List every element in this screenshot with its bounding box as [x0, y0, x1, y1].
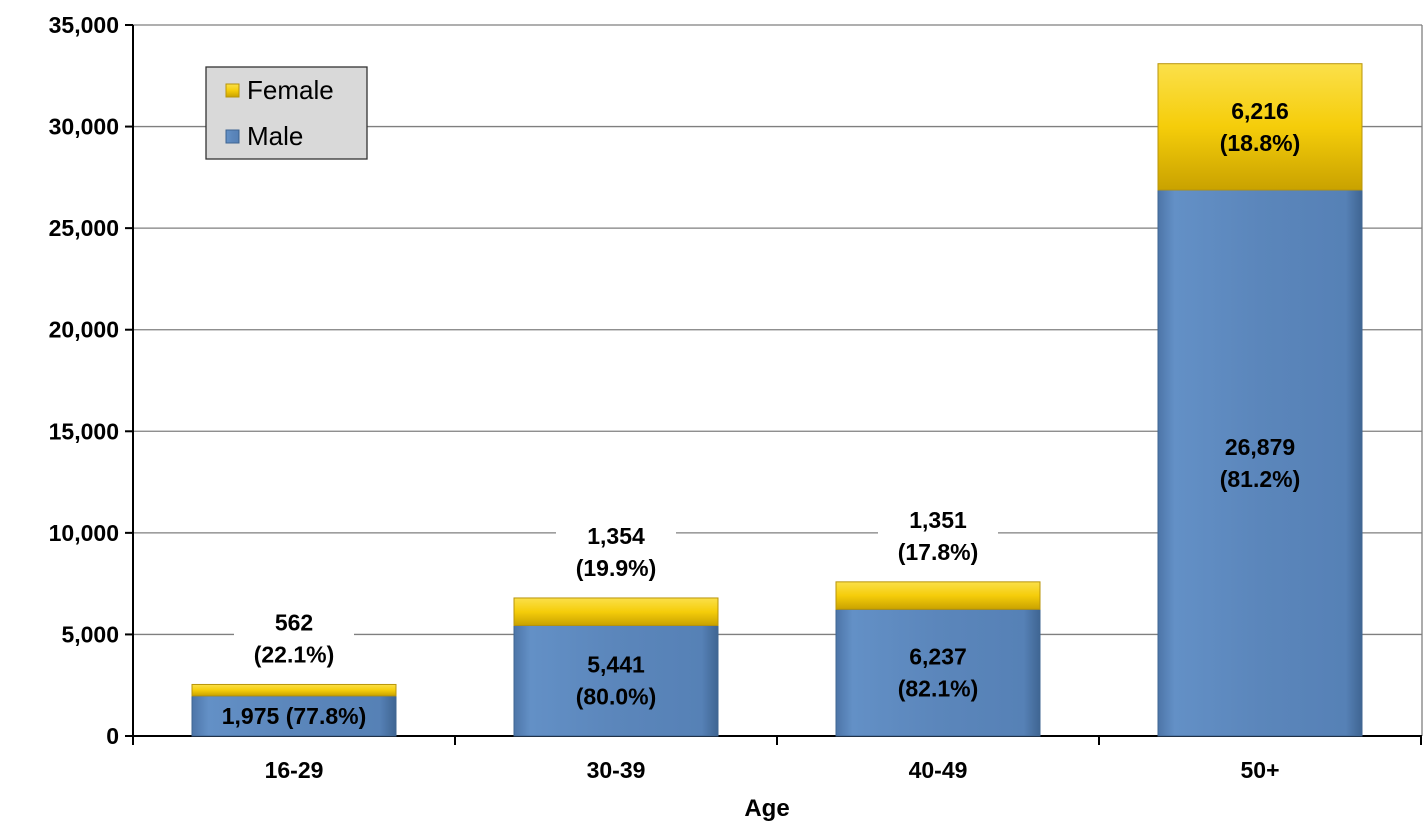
data-label-female: 6,216 [1231, 98, 1289, 124]
data-label-backing [234, 602, 354, 677]
bar-female [191, 683, 397, 697]
bar-male [835, 608, 1041, 737]
x-tick-label: 30-39 [587, 757, 646, 783]
legend-swatch-female [225, 83, 240, 98]
data-label-female: 1,354 [587, 523, 645, 549]
legend-box [205, 66, 368, 160]
axes: 0 5,000 10,000 15,000 20,000 25,000 30,000 35,0… [49, 12, 1422, 783]
y-tick-label: 35,000 [49, 12, 119, 38]
legend-label-female: Female [247, 75, 334, 105]
data-label-female: (17.8%) [898, 539, 979, 565]
bar-male [191, 695, 397, 737]
bars [191, 63, 1363, 737]
data-label-male: (80.0%) [576, 684, 657, 710]
y-tick-label: 10,000 [49, 520, 119, 546]
data-label-female: 562 [275, 609, 313, 635]
bar-female [513, 597, 719, 626]
bar-male [513, 624, 719, 737]
x-axis-title: Age [744, 795, 789, 822]
bar-female [1157, 63, 1363, 191]
data-label-female: (22.1%) [254, 641, 335, 667]
data-label-male: 6,237 [909, 644, 967, 670]
bar-male [1157, 189, 1363, 737]
data-label-female: (18.8%) [1220, 130, 1301, 156]
data-label-male: 1,975 (77.8%) [222, 703, 366, 729]
data-label-female: (19.9%) [576, 555, 657, 581]
y-tick-label: 5,000 [61, 621, 119, 647]
y-tick-label: 0 [106, 723, 119, 749]
data-label-backing [556, 515, 676, 590]
data-label-female: 1,351 [909, 507, 967, 533]
data-label-male: 26,879 [1225, 434, 1295, 460]
bar-female [835, 581, 1041, 610]
data-label-male: 5,441 [587, 652, 645, 678]
x-tick-label: 16-29 [265, 757, 324, 783]
legend: Female Male [205, 66, 368, 160]
y-tick-label: 20,000 [49, 317, 119, 343]
x-tick-label: 50+ [1240, 757, 1279, 783]
data-label-male: (81.2%) [1220, 466, 1301, 492]
legend-label-male: Male [247, 121, 303, 151]
data-label-backing [878, 499, 998, 574]
x-tick-label: 40-49 [909, 757, 968, 783]
legend-swatch-male [225, 129, 240, 144]
y-tick-label: 15,000 [49, 418, 119, 444]
data-labels: 1,975 (77.8%) 562 (22.1%) 5,441 (80.0%) 1,354… [222, 98, 1301, 729]
y-tick-label: 30,000 [49, 114, 119, 140]
data-label-male: (82.1%) [898, 676, 979, 702]
y-tick-label: 25,000 [49, 215, 119, 241]
